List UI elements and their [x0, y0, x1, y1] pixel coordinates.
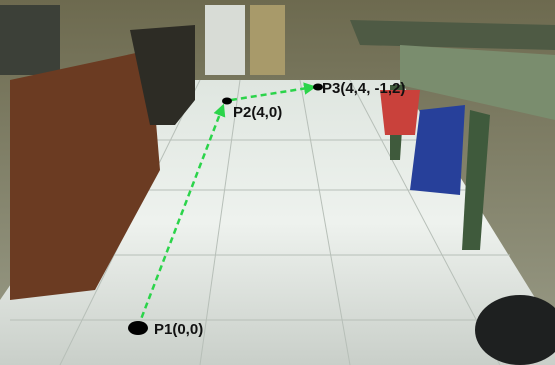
point-label: P2(4,0): [233, 104, 282, 121]
monitor: [0, 5, 60, 75]
table-back: [350, 20, 555, 50]
point-label: P3(4,4, -1,2): [322, 80, 405, 97]
point-marker: [128, 321, 148, 335]
point-label: P1(0,0): [154, 321, 203, 338]
page: P1(0,0) P2(4,0) P3(4,4, -1,2) (() => { c…: [0, 0, 555, 365]
door: [205, 5, 245, 75]
cabinet: [250, 5, 285, 75]
point-marker: [222, 98, 232, 105]
scene: P1(0,0) P2(4,0) P3(4,4, -1,2): [0, 0, 555, 365]
